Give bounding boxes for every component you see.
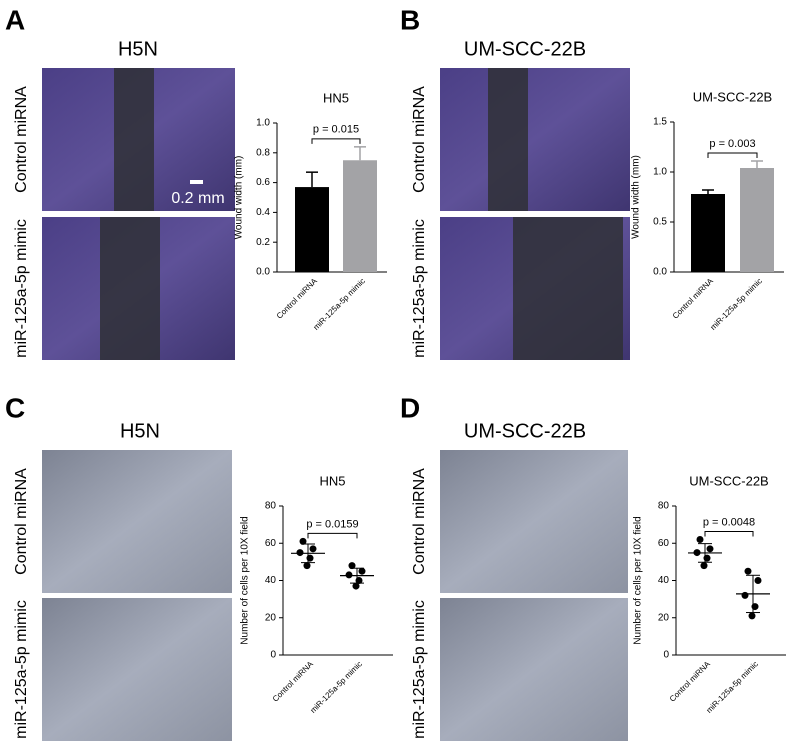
panel-title: H5N: [118, 38, 158, 60]
x-tick-label: miR-125a-5p mimic: [308, 660, 363, 715]
y-tick-label: 0.0: [256, 267, 270, 278]
data-point: [754, 577, 762, 584]
panel-letter: D: [400, 392, 420, 423]
micrograph: [440, 598, 628, 741]
y-tick-label: 1.5: [653, 117, 667, 128]
x-tick-label: Control miRNA: [275, 276, 320, 321]
significance-bracket: [704, 531, 754, 537]
y-tick-label: 80: [265, 501, 277, 512]
image-label: Control miRNA: [411, 468, 428, 575]
chart-title: HN5: [319, 473, 345, 488]
x-tick-label: miR-125a-5p mimic: [708, 277, 763, 332]
y-tick-label: 20: [658, 612, 670, 623]
data-point: [700, 562, 708, 570]
bar: [295, 187, 329, 272]
panel-letter: B: [400, 4, 420, 35]
data-point: [706, 545, 714, 553]
significance-bracket: [307, 532, 358, 539]
y-axis-label: Number of cells per 10X field: [633, 516, 644, 644]
data-point: [345, 571, 353, 579]
y-tick-label: 0.2: [256, 237, 270, 248]
y-tick-label: 40: [658, 575, 670, 586]
significance-bracket: [707, 152, 758, 158]
p-value: p = 0.015: [313, 124, 359, 136]
micrograph: [440, 450, 628, 593]
y-tick-label: 0.6: [256, 177, 270, 188]
data-point: [303, 562, 311, 570]
p-value: p = 0.003: [709, 138, 755, 150]
micrograph: [440, 68, 630, 211]
y-tick-label: 60: [658, 538, 670, 549]
chart-title: HN5: [323, 90, 349, 105]
data-point: [352, 582, 360, 590]
wound-gap: [488, 68, 528, 211]
image-label: Control miRNA: [411, 86, 428, 193]
y-tick-label: 0: [270, 650, 276, 661]
y-tick-label: 60: [265, 538, 277, 549]
y-tick-label: 20: [265, 612, 277, 623]
panel-letter: A: [5, 4, 25, 35]
micrograph: [42, 598, 232, 741]
panel-title: UM-SCC-22B: [464, 38, 586, 60]
panel-title: UM-SCC-22B: [464, 420, 586, 442]
bar: [343, 160, 377, 272]
wound-gap: [513, 217, 623, 360]
y-tick-label: 0.0: [653, 267, 667, 278]
data-point: [744, 567, 752, 575]
panel-title: H5N: [120, 420, 160, 442]
y-tick-label: 0: [663, 650, 669, 661]
y-axis-label: Wound width (mm): [631, 155, 642, 239]
scale-bar-label: 0.2 mm: [171, 190, 224, 207]
x-tick-label: Control miRNA: [671, 276, 716, 321]
y-tick-label: 1.0: [256, 118, 270, 129]
significance-bracket: [311, 138, 361, 144]
wound-gap: [114, 68, 154, 211]
image-label: miR-125a-5p mimic: [411, 219, 428, 358]
y-tick-label: 40: [265, 575, 277, 586]
panel-letter: C: [5, 392, 25, 423]
chart-title: UM-SCC-22B: [693, 89, 772, 104]
p-value: p = 0.0159: [306, 518, 358, 530]
x-tick-label: miR-125a-5p mimic: [311, 277, 366, 332]
y-tick-label: 0.8: [256, 147, 270, 158]
p-value: p = 0.0048: [703, 516, 755, 528]
image-label: miR-125a-5p mimic: [13, 600, 30, 739]
data-point: [296, 549, 304, 557]
y-tick-label: 80: [658, 501, 670, 512]
data-point: [309, 545, 317, 553]
data-point: [696, 536, 704, 544]
x-tick-label: miR-125a-5p mimic: [704, 660, 759, 715]
y-axis-label: Wound width (mm): [234, 156, 245, 240]
wound-gap: [100, 217, 160, 360]
x-tick-label: Control miRNA: [271, 659, 316, 704]
data-point: [741, 591, 749, 599]
chart-title: UM-SCC-22B: [689, 473, 768, 488]
y-tick-label: 0.5: [653, 217, 667, 228]
data-point: [348, 562, 356, 570]
image-label: Control miRNA: [13, 468, 30, 575]
y-tick-label: 1.0: [653, 167, 667, 178]
y-axis-label: Number of cells per 10X field: [240, 516, 251, 644]
bar: [740, 168, 774, 272]
x-tick-label: Control miRNA: [668, 659, 713, 704]
data-point: [748, 612, 756, 620]
y-tick-label: 0.4: [256, 207, 270, 218]
image-label: miR-125a-5p mimic: [411, 600, 428, 739]
micrograph: [42, 450, 232, 593]
data-point: [299, 537, 307, 545]
data-point: [358, 567, 366, 575]
image-label: miR-125a-5p mimic: [13, 219, 30, 358]
bar: [691, 194, 725, 272]
image-label: Control miRNA: [13, 86, 30, 193]
